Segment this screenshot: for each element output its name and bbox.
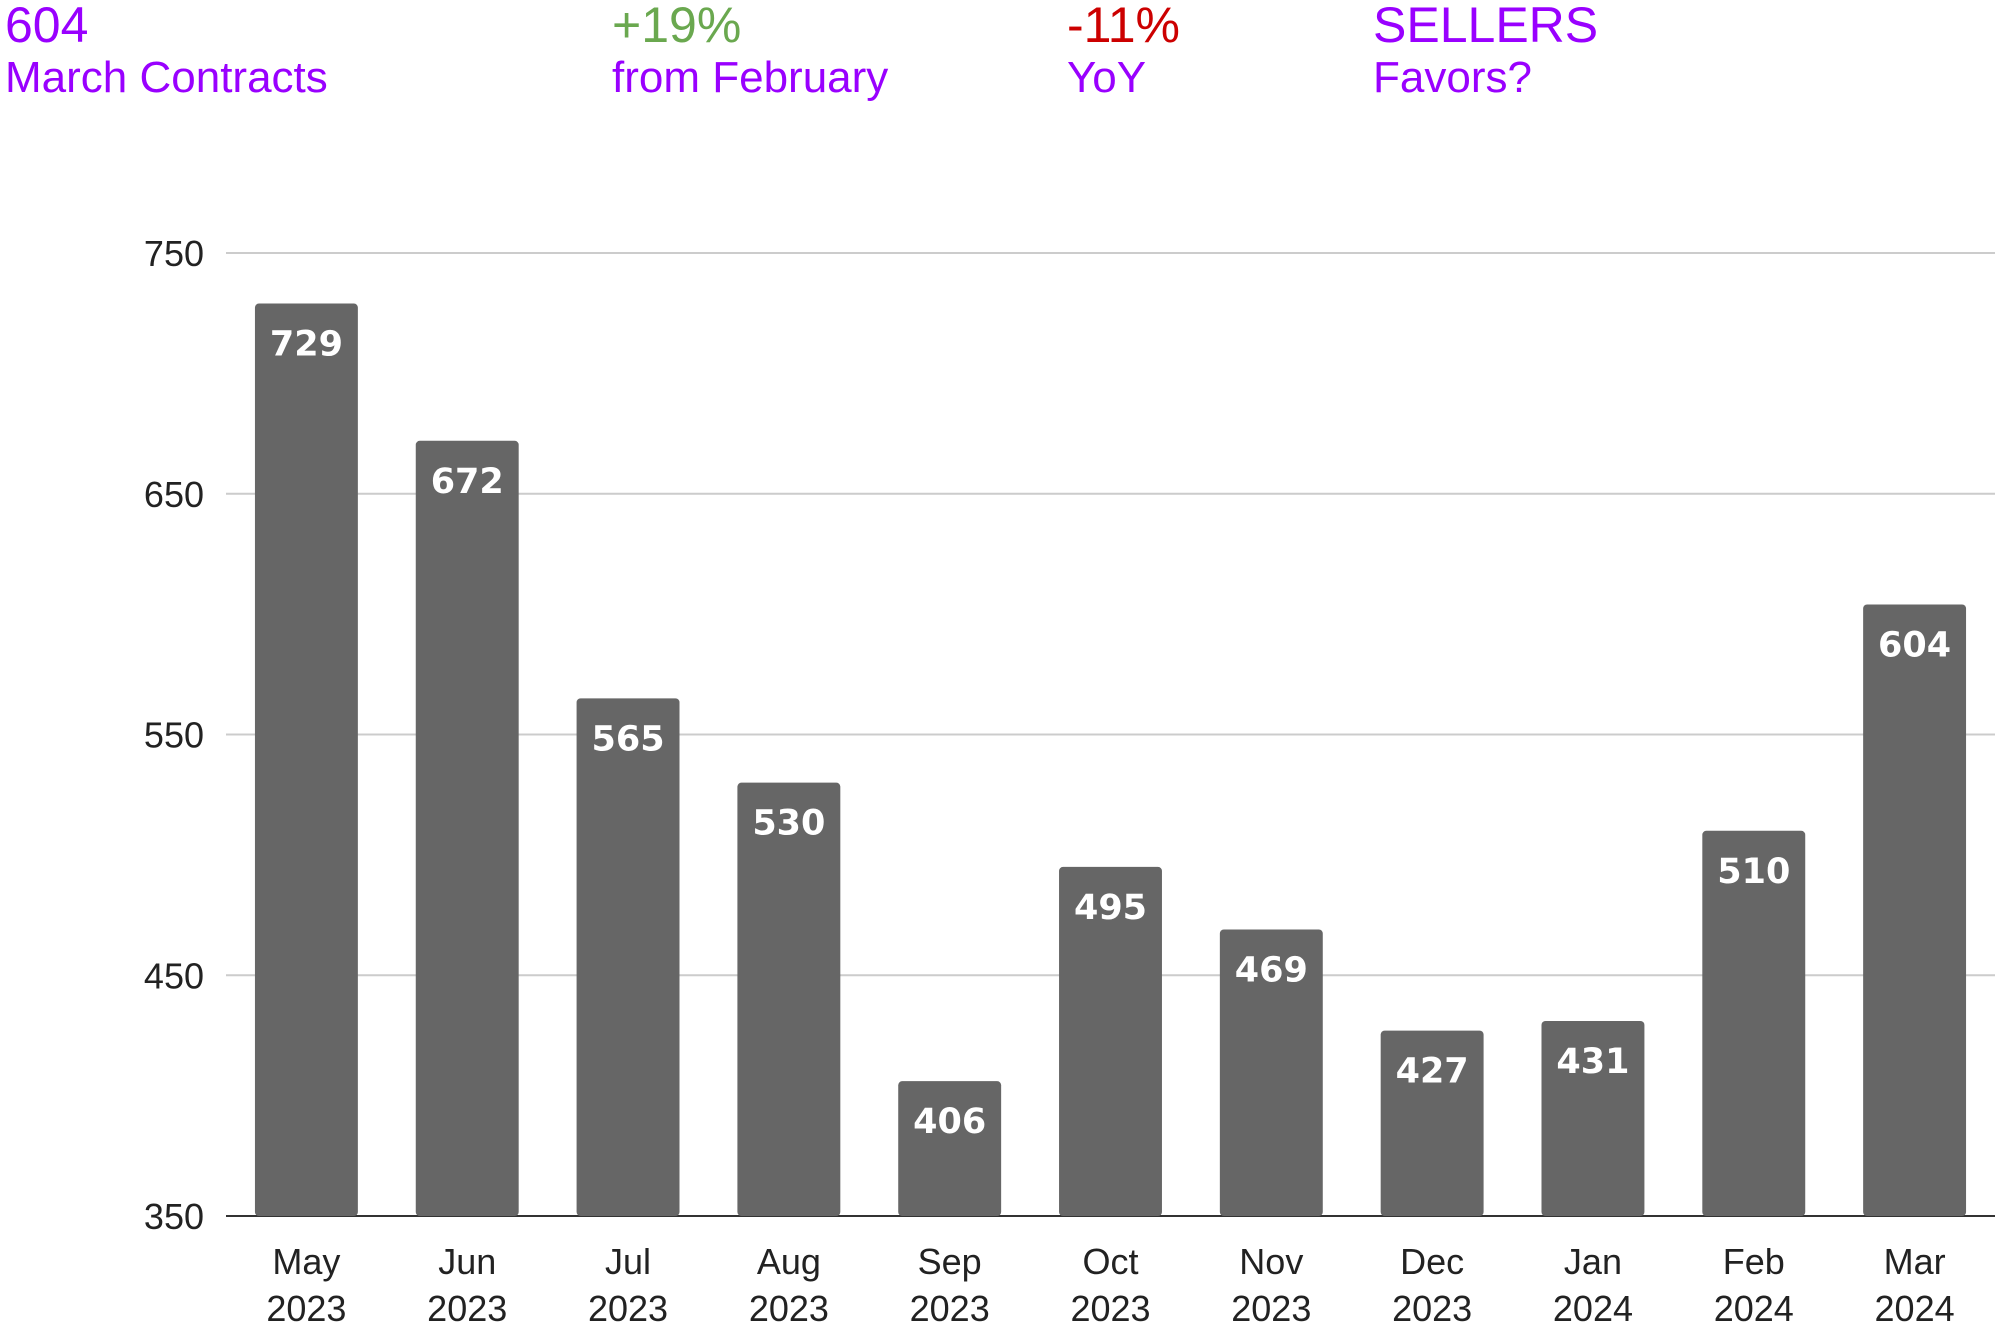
y-tick-label: 650 [144, 474, 204, 515]
bar [1380, 1030, 1484, 1216]
stat-value: -11% [1067, 0, 1181, 53]
x-tick-label-year: 2023 [1231, 1288, 1311, 1329]
x-tick-label-month: May [272, 1241, 340, 1282]
x-tick-label-month: Dec [1400, 1241, 1464, 1282]
y-tick-label: 350 [144, 1196, 204, 1237]
x-tick-label-month: Feb [1723, 1241, 1785, 1282]
stat-month-change: +19% from February [612, 0, 888, 100]
stat-caption: YoY [1067, 53, 1147, 102]
stat-caption: March Contracts [5, 53, 328, 102]
data-label: 406 [913, 1102, 986, 1142]
stat-market-favors: SELLERS Favors? [1373, 0, 1598, 100]
y-axis-ticks: 350 450 550 650 750 [144, 233, 204, 1237]
x-tick-label-year: 2023 [427, 1288, 507, 1329]
data-label: 495 [1074, 888, 1147, 928]
x-tick-label-year: 2023 [1070, 1288, 1150, 1329]
stat-value: 604 [5, 0, 89, 53]
y-tick-label: 550 [144, 715, 204, 756]
x-tick-label-month: Nov [1239, 1241, 1303, 1282]
x-tick-label-year: 2023 [1392, 1288, 1472, 1329]
x-tick-label-month: Mar [1884, 1241, 1946, 1282]
data-label: 431 [1556, 1042, 1629, 1082]
bar [576, 698, 680, 1216]
y-tick-label: 750 [144, 233, 204, 274]
data-label: 604 [1878, 625, 1951, 665]
x-tick-label-year: 2024 [1875, 1288, 1955, 1329]
x-tick-label-month: Oct [1082, 1241, 1138, 1282]
stat-yoy-change: -11% YoY [1067, 0, 1180, 100]
x-tick-label-month: Jul [605, 1241, 651, 1282]
stats-header: 604 March Contracts +19% from February -… [0, 0, 1999, 120]
data-label: 672 [431, 462, 504, 502]
bar [415, 440, 519, 1216]
bar [1702, 830, 1806, 1216]
bars: 729 672 565 530 406 495 469 427 431 510 604 [254, 303, 1967, 1216]
x-tick-label-year: 2024 [1553, 1288, 1633, 1329]
bar [1219, 929, 1323, 1216]
x-tick-label-month: Jan [1564, 1241, 1622, 1282]
data-label: 469 [1235, 951, 1308, 991]
data-label: 565 [592, 719, 665, 759]
bar [1059, 866, 1162, 1216]
stat-caption: Favors? [1373, 53, 1532, 102]
x-tick-label-year: 2023 [749, 1288, 829, 1329]
x-tick-label-year: 2023 [266, 1288, 346, 1329]
x-tick-label-year: 2023 [588, 1288, 668, 1329]
stat-caption: from February [612, 53, 889, 102]
stat-value: SELLERS [1373, 0, 1599, 53]
x-tick-label-month: Aug [757, 1241, 821, 1282]
x-tick-label-month: Sep [918, 1241, 982, 1282]
bar [898, 1081, 1002, 1216]
data-label: 729 [270, 325, 343, 365]
x-axis-ticks: May 2023 Jun 2023 Jul 2023 Aug 2023 Sep 2023 Oct 20… [266, 1241, 1954, 1329]
x-tick-label-year: 2024 [1714, 1288, 1794, 1329]
data-label: 510 [1717, 852, 1790, 892]
bar [1863, 604, 1967, 1216]
bar [737, 782, 841, 1216]
bar [254, 303, 358, 1216]
x-tick-label-month: Jun [438, 1241, 496, 1282]
y-tick-label: 450 [144, 955, 204, 996]
stat-value: +19% [612, 0, 742, 53]
x-tick-label-year: 2023 [910, 1288, 990, 1329]
data-label: 530 [752, 804, 825, 844]
bar [1541, 1020, 1645, 1216]
data-label: 427 [1396, 1052, 1469, 1092]
stat-march-contracts: 604 March Contracts [5, 0, 328, 100]
